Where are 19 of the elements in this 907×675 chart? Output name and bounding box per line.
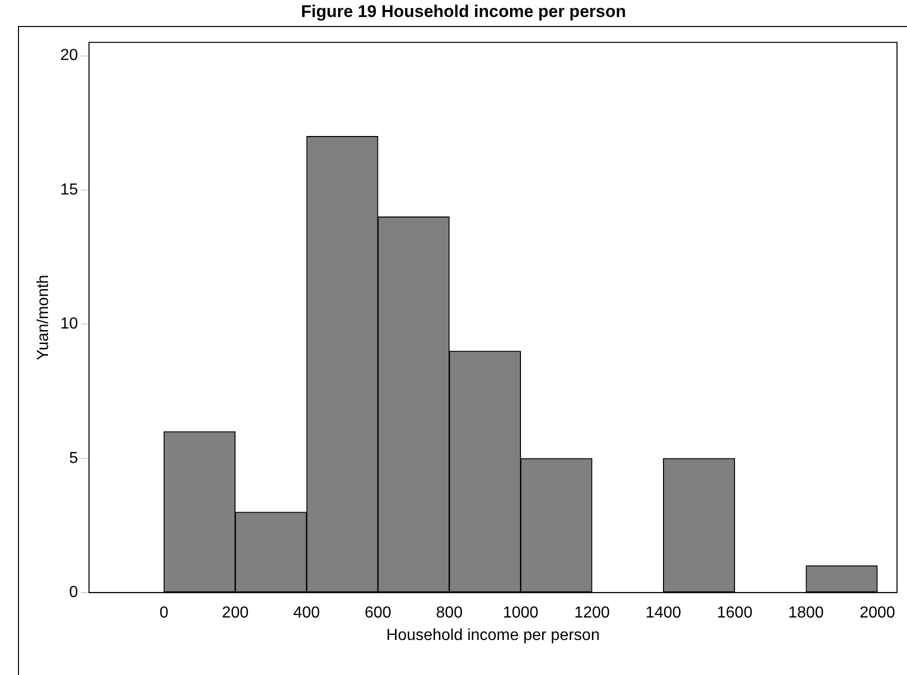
x-axis-title: Household income per person [386, 626, 600, 644]
x-tick-label: 0 [159, 604, 168, 622]
x-tick-label: 800 [436, 604, 463, 622]
y-tick-label: 0 [69, 584, 78, 602]
y-tick-label: 20 [60, 47, 78, 64]
x-tick-label: 600 [364, 604, 392, 622]
y-tick-label: 5 [69, 450, 78, 467]
x-tick-label: 1600 [716, 604, 753, 622]
y-tick-label: 10 [60, 316, 78, 333]
y-axis-title: Yuan/month [35, 274, 52, 360]
x-tick-label: 2000 [860, 604, 896, 622]
x-tick-label: 1400 [646, 604, 682, 622]
x-tick-label: 200 [222, 604, 249, 622]
x-tick-label: 1800 [788, 604, 824, 622]
x-tick-label: 400 [293, 604, 320, 622]
x-tick-label: 1000 [502, 604, 539, 622]
x-tick-label: 1200 [574, 604, 610, 622]
chart-title: Figure 19 Household income per person [301, 2, 626, 21]
y-tick-label: 15 [60, 181, 78, 198]
